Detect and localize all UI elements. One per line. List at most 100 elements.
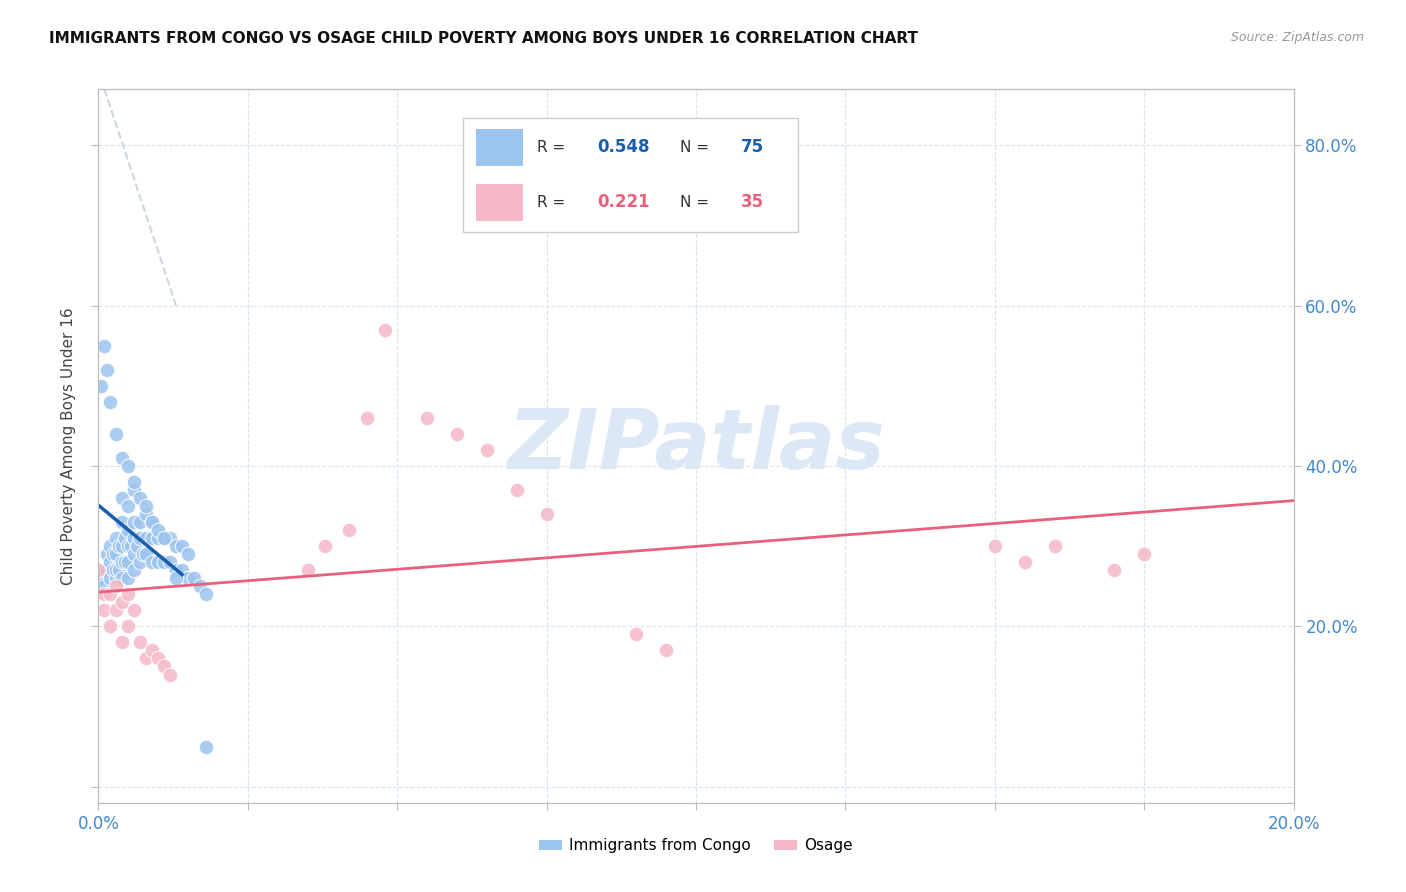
Point <box>446 427 468 442</box>
Point <box>165 571 187 585</box>
Point <box>132 547 155 561</box>
Point <box>100 555 122 569</box>
Point <box>416 411 439 425</box>
Point <box>177 571 200 585</box>
Point <box>111 515 134 529</box>
Point <box>148 531 170 545</box>
Point <box>984 539 1007 553</box>
Point <box>111 539 134 553</box>
Point <box>117 587 139 601</box>
Point <box>1043 539 1066 553</box>
Point <box>117 499 139 513</box>
Point <box>105 531 128 545</box>
Point <box>111 491 134 505</box>
Point <box>141 531 163 545</box>
Point <box>374 323 396 337</box>
Point <box>165 539 187 553</box>
Point <box>100 395 122 409</box>
Point <box>188 579 211 593</box>
Point <box>475 442 498 457</box>
Point <box>93 587 115 601</box>
Point <box>117 539 139 553</box>
Point <box>111 555 134 569</box>
Text: Source: ZipAtlas.com: Source: ZipAtlas.com <box>1230 31 1364 45</box>
Point <box>195 587 218 601</box>
Point <box>1014 555 1036 569</box>
Point <box>124 531 146 545</box>
Point <box>129 491 152 505</box>
Point <box>148 523 170 537</box>
Point <box>135 507 157 521</box>
Point <box>135 499 157 513</box>
Point <box>96 563 118 577</box>
Point <box>111 635 134 649</box>
Point <box>120 539 142 553</box>
Point <box>117 571 139 585</box>
Point <box>108 539 131 553</box>
Point <box>177 547 200 561</box>
Point <box>124 563 146 577</box>
Point <box>626 627 648 641</box>
Point <box>87 563 110 577</box>
Point <box>117 523 139 537</box>
Point <box>108 563 131 577</box>
Point <box>1104 563 1126 577</box>
Point <box>153 555 176 569</box>
Point <box>90 571 112 585</box>
Point <box>141 515 163 529</box>
Point <box>141 555 163 569</box>
Text: IMMIGRANTS FROM CONGO VS OSAGE CHILD POVERTY AMONG BOYS UNDER 16 CORRELATION CHA: IMMIGRANTS FROM CONGO VS OSAGE CHILD POV… <box>49 31 918 46</box>
Y-axis label: Child Poverty Among Boys Under 16: Child Poverty Among Boys Under 16 <box>60 307 76 585</box>
Point <box>93 603 115 617</box>
Point <box>93 339 115 353</box>
Point <box>129 515 152 529</box>
Point <box>124 547 146 561</box>
Point <box>135 651 157 665</box>
Point <box>165 563 187 577</box>
Point <box>103 547 125 561</box>
Point <box>105 603 128 617</box>
Legend: Immigrants from Congo, Osage: Immigrants from Congo, Osage <box>533 832 859 859</box>
Point <box>96 363 118 377</box>
Point <box>105 547 128 561</box>
Point <box>655 643 678 657</box>
Point <box>297 563 319 577</box>
Point <box>117 555 139 569</box>
Point <box>105 563 128 577</box>
Point <box>148 651 170 665</box>
Point <box>105 571 128 585</box>
Point <box>172 539 194 553</box>
Point <box>111 450 134 465</box>
Point <box>111 571 134 585</box>
Point <box>159 667 181 681</box>
Point <box>111 595 134 609</box>
Point <box>153 531 176 545</box>
Point <box>183 571 205 585</box>
Point <box>195 739 218 754</box>
Point <box>153 531 176 545</box>
Point <box>114 555 136 569</box>
Point <box>506 483 529 497</box>
Point <box>315 539 337 553</box>
Point <box>90 379 112 393</box>
Point <box>117 619 139 633</box>
Point <box>159 555 181 569</box>
Point <box>127 539 149 553</box>
Point <box>536 507 558 521</box>
Point <box>100 539 122 553</box>
Point <box>129 531 152 545</box>
Point <box>159 531 181 545</box>
Point <box>141 643 163 657</box>
Point <box>153 659 176 673</box>
Point <box>141 515 163 529</box>
Point <box>172 563 194 577</box>
Point <box>100 571 122 585</box>
Point <box>100 587 122 601</box>
Point <box>96 547 118 561</box>
Point <box>135 547 157 561</box>
Point <box>1133 547 1156 561</box>
Point <box>103 563 125 577</box>
Point <box>124 603 146 617</box>
Point <box>100 619 122 633</box>
Point <box>93 563 115 577</box>
